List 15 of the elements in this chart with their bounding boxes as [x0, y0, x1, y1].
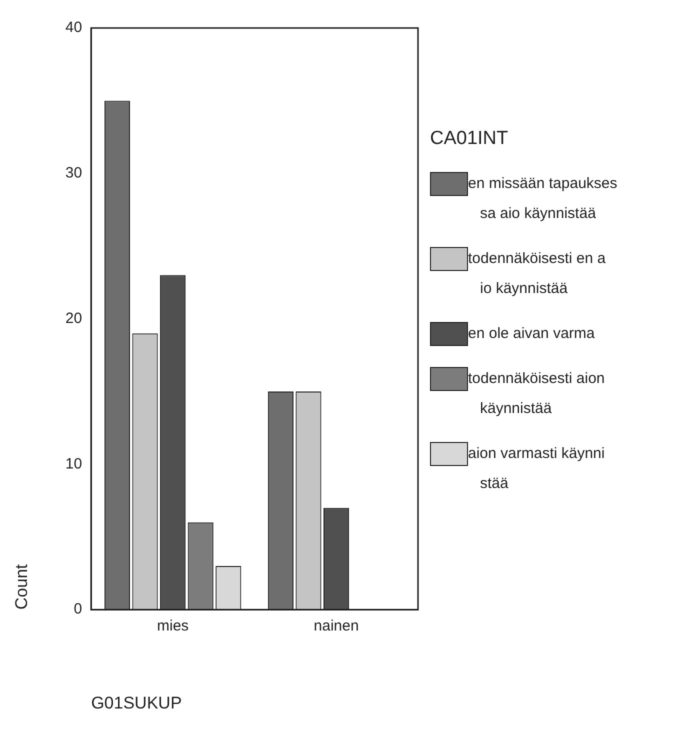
y-tick-label: 40 — [65, 19, 82, 36]
legend-label: en missään tapaukses sa aio käynnistää — [468, 174, 618, 224]
x-tick-label: mies — [156, 618, 189, 635]
legend-label: en ole aivan varma — [468, 324, 595, 344]
legend-label: todennäköisesti aion käynnistää — [468, 369, 605, 419]
y-tick-label: 10 — [65, 455, 82, 472]
legend-label: aion varmasti käynni stää — [468, 444, 605, 494]
x-axis-title: G01SUKUP — [91, 693, 182, 712]
x-tick-label: nainen — [314, 618, 359, 635]
y-axis-title: Count — [12, 564, 31, 610]
legend-title: CA01INT — [430, 128, 510, 150]
legend-label: todennäköisesti en a io käynnistää — [468, 249, 606, 299]
y-tick-label: 0 — [74, 600, 82, 618]
y-tick-label: 30 — [65, 164, 82, 182]
y-tick-label: 20 — [65, 310, 82, 327]
